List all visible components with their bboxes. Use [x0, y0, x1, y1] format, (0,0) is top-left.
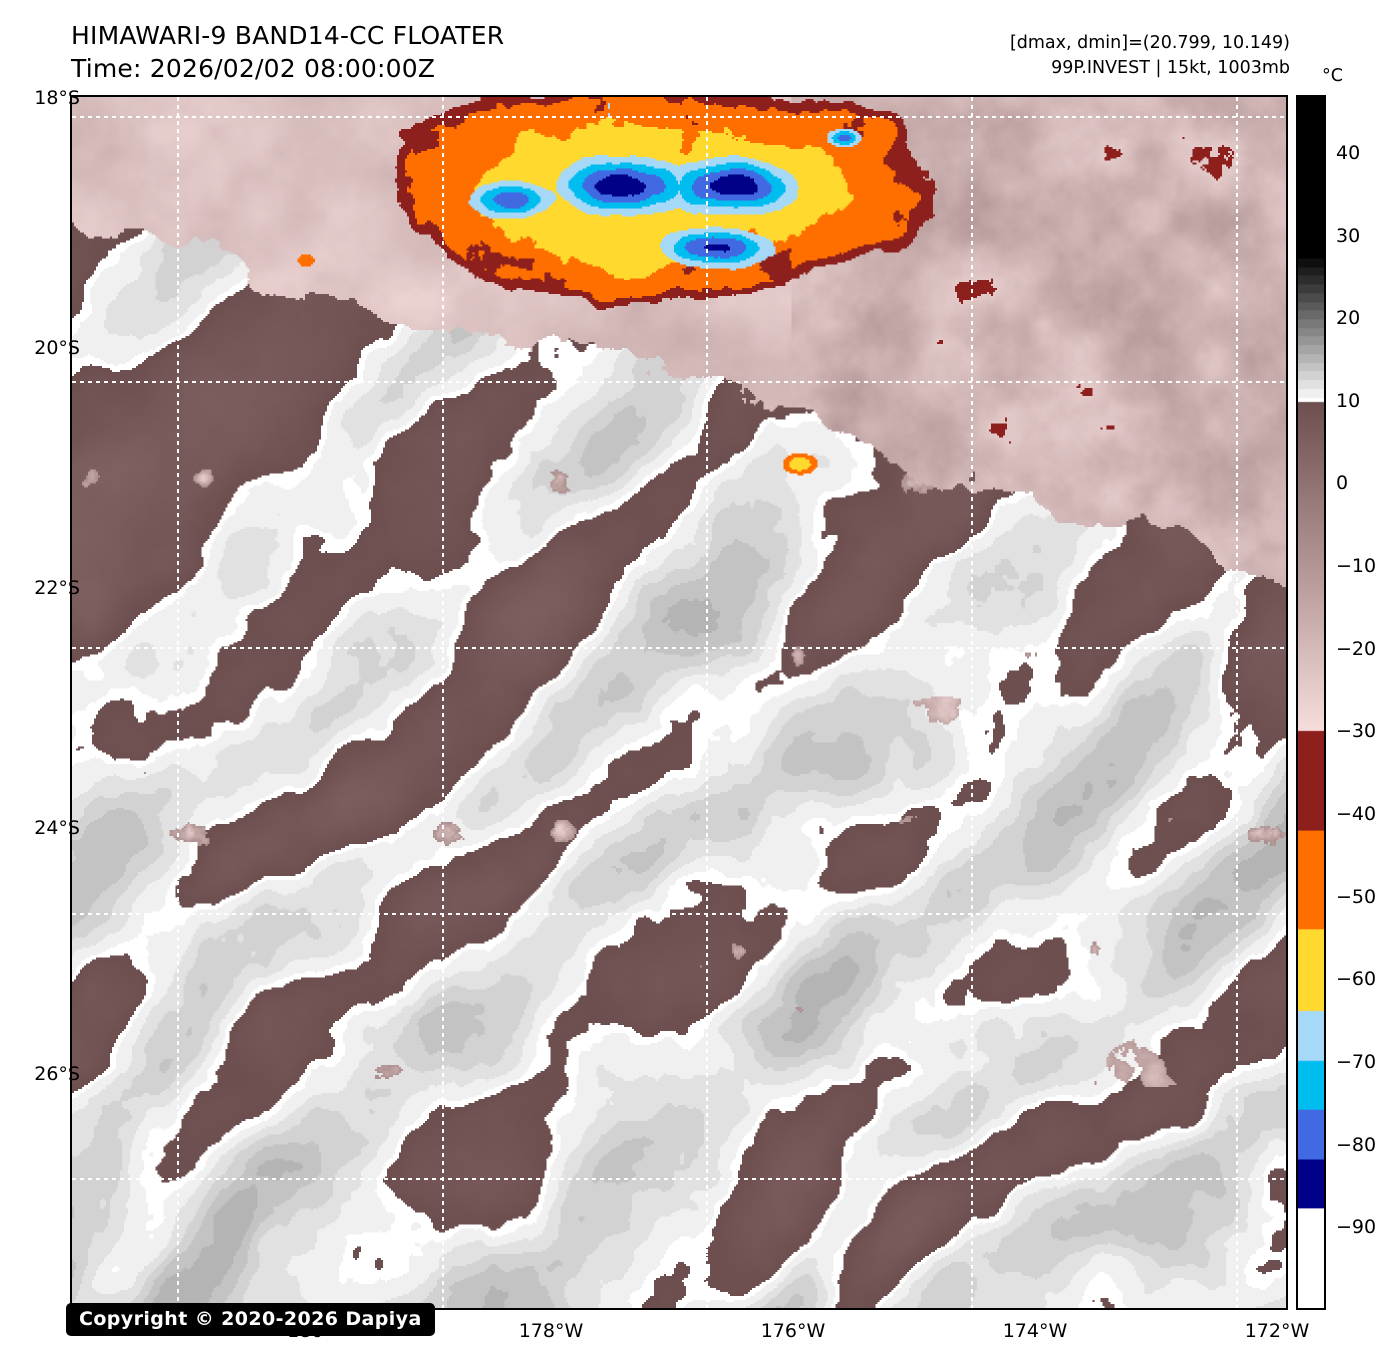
colorbar-tick-minus50: −50	[1336, 885, 1377, 908]
metadata-block: [dmax, dmin]=(20.799, 10.149) 99P.INVEST…	[1010, 31, 1290, 81]
page-title: HIMAWARI-9 BAND14-CC FLOATER Time: 2026/…	[71, 20, 504, 85]
colorbar-tick-minus20: −20	[1336, 637, 1377, 660]
ytick-22s: 22°S	[34, 577, 80, 599]
storm-info-label: 99P.INVEST | 15kt, 1003mb	[1051, 57, 1290, 78]
satellite-image-plot[interactable]	[70, 95, 1288, 1310]
colorbar-tick-minus40: −40	[1336, 803, 1377, 826]
colorbar-tick-minus30: −30	[1336, 720, 1377, 743]
colorbar-tick-minus80: −80	[1336, 1133, 1377, 1156]
xtick-176w: 176°W	[760, 1320, 826, 1342]
temperature-colorbar[interactable]	[1296, 95, 1326, 1310]
colorbar-gradient	[1298, 97, 1324, 1308]
product-title: HIMAWARI-9 BAND14-CC FLOATER	[71, 21, 505, 50]
xtick-178w: 178°W	[518, 1320, 584, 1342]
infrared-satellite-raster	[72, 97, 1286, 1308]
colorbar-tick-minus70: −70	[1336, 1051, 1377, 1074]
colorbar-tick-minus10: −10	[1336, 555, 1377, 578]
ytick-24s: 24°S	[34, 817, 80, 839]
colorbar-tick-minus60: −60	[1336, 968, 1377, 991]
colorbar-tick-40: 40	[1336, 141, 1361, 164]
xtick-172w: 172°W	[1244, 1320, 1310, 1342]
ytick-18s: 18°S	[34, 87, 80, 109]
colorbar-tick-30: 30	[1336, 224, 1361, 247]
colorbar-tick-10: 10	[1336, 389, 1361, 412]
ytick-26s: 26°S	[34, 1063, 80, 1085]
copyright-watermark: Copyright © 2020-2026 Dapiya	[66, 1303, 435, 1336]
ytick-20s: 20°S	[34, 337, 80, 359]
colorbar-tick-minus90: −90	[1336, 1216, 1377, 1239]
xtick-174w: 174°W	[1002, 1320, 1068, 1342]
timestamp: Time: 2026/02/02 08:00:00Z	[71, 53, 436, 83]
dmax-dmin-label: [dmax, dmin]=(20.799, 10.149)	[1009, 33, 1290, 53]
colorbar-tick-20: 20	[1336, 307, 1361, 330]
colorbar-tick-0: 0	[1336, 472, 1349, 495]
colorbar-unit-label: °C	[1322, 66, 1343, 86]
